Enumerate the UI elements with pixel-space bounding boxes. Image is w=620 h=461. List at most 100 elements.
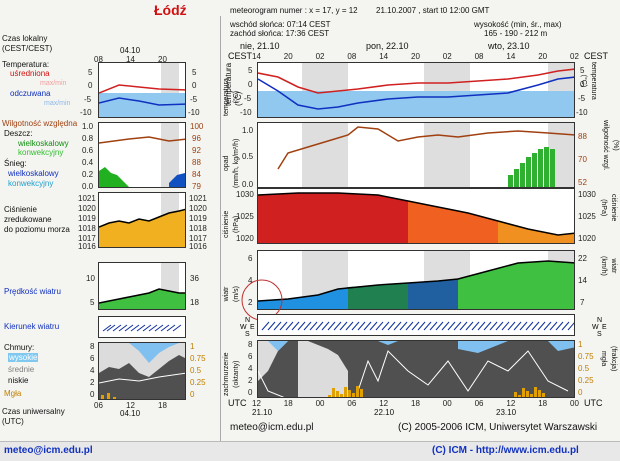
top-axis-hour: 02: [315, 52, 325, 61]
main-temp-scale: 5: [248, 66, 253, 75]
main-pressure-chart: [258, 192, 574, 243]
legend-pressure-scale: 1020: [78, 204, 96, 213]
elevation-label: wysokość (min, śr., max): [474, 20, 562, 29]
legend-wind-panel: [98, 262, 186, 310]
legend-pressure-scale: 1019: [78, 214, 96, 223]
legend-humidity-scale: 84: [192, 170, 201, 179]
bottom-axis-hour: 18: [411, 399, 420, 408]
legend-fog-scale-right: 1: [190, 342, 195, 351]
bottom-axis-hour: 12: [506, 399, 516, 408]
legend-cloud-scale-left: 2: [90, 378, 95, 387]
legend-clouds-chart: [99, 343, 185, 399]
legend-fog-scale-right: 0.75: [190, 354, 206, 363]
legend-temp-scale-right: 0: [192, 81, 197, 90]
main-pressure-scale: 1030: [236, 190, 254, 199]
top-axis-hour: 14: [506, 52, 516, 61]
bottom-axis-utc-right: UTC: [584, 398, 603, 408]
top-axis-hour: 08: [474, 52, 484, 61]
main-wind-scale-right: 14: [578, 276, 587, 285]
main-pressure-scale: 1025: [236, 212, 254, 221]
main-footer-email[interactable]: meteo@icm.edu.pl: [230, 422, 314, 433]
legend-rain-scale: 1.0: [82, 122, 94, 131]
legend-clouds-panel: [98, 342, 186, 400]
wind-barbs-icon: [261, 321, 574, 331]
legend-wind-scale-left: 10: [86, 274, 95, 283]
main-precip-scale-left: 1.0: [242, 126, 254, 135]
legend-pressure-chart: [99, 208, 185, 247]
legend-wind-scale-left: 5: [90, 298, 95, 307]
footer-email-link[interactable]: meteo@icm.edu.pl: [4, 445, 93, 456]
top-axis-hour: 14: [379, 52, 389, 61]
main-wind-chart: [258, 260, 574, 309]
legend-date-top: 04.10: [120, 46, 141, 55]
legend-temp-scale-right: -10: [188, 108, 200, 117]
legend-temp-scale-right: -5: [190, 95, 198, 104]
main-temp-scale: 0: [248, 80, 253, 89]
legend-clouds-low: niskie: [8, 376, 29, 385]
svg-text:E: E: [250, 324, 255, 331]
legend-fog-scale-right: 0: [190, 390, 195, 399]
legend-temp-scale: -5: [84, 95, 92, 104]
legend-cloud-scale-left: 0: [90, 390, 95, 399]
sunrise-text: wschód słońca: 07:14 CEST: [230, 20, 331, 29]
main-pressure-scale-right: 1025: [578, 212, 596, 221]
bottom-axis-date: 23.10: [496, 408, 517, 417]
legend-pressure-scale-right: 1021: [189, 194, 207, 203]
legend-wind-scale-right: 18: [190, 298, 199, 307]
top-axis-day: pon, 22.10: [366, 41, 409, 51]
legend-utc-tick: 12: [126, 401, 135, 410]
precip-ylabel-right: (%) wilgotność wzgl.: [602, 120, 619, 171]
legend-utc-tick: 06: [94, 401, 103, 410]
main-temperature-panel: [257, 62, 575, 118]
legend-pressure-scale: 1017: [78, 234, 96, 243]
main-wind-scale-left: 4: [248, 276, 253, 285]
legend-pressure-scale-right: 1017: [189, 234, 207, 243]
legend-utc-tick: 18: [158, 401, 167, 410]
main-temp-scale-right: -5: [578, 94, 586, 103]
main-pressure-panel: [257, 188, 575, 244]
main-pressure-scale-right: 1030: [578, 190, 596, 199]
main-pressure-scale: 1020: [236, 234, 254, 243]
legend-pressure-scale: 1021: [78, 194, 96, 203]
main-wind-scale-left: 6: [248, 254, 253, 263]
main-precip-scale-right: 88: [578, 132, 587, 141]
legend-humidity-scale: 79: [192, 182, 201, 191]
footer-site-link[interactable]: (C) ICM - http://www.icm.edu.pl: [432, 445, 579, 456]
legend-rain-scale: 0.8: [82, 134, 94, 143]
legend-humidity-scale: 100: [190, 122, 204, 131]
top-axis-hour: 02: [570, 52, 579, 61]
legend-clouds-high: wysokie: [8, 353, 39, 362]
legend-winddir-panel: [98, 316, 186, 338]
legend-winddir-title: Kierunek wiatru: [4, 322, 60, 331]
main-cloud-scale-left: 0: [248, 388, 253, 397]
main-precip-scale-left: 0.5: [242, 152, 254, 161]
svg-text:N: N: [245, 317, 250, 324]
legend-pressure-scale-right: 1018: [189, 224, 207, 233]
legend-temp-scale-right: 5: [192, 68, 197, 77]
wind-ylabel-left: wiatr (m/s): [223, 286, 240, 302]
legend-pressure-panel: [98, 192, 186, 248]
main-wind-scale-right: 7: [580, 298, 585, 307]
temp-ylabel-right: temperatura (°C): [580, 62, 597, 100]
temp-ylabel-left: temperatura (°C): [223, 78, 240, 116]
legend-humidity-scale: 92: [192, 146, 201, 155]
main-cloud-scale-left: 2: [248, 376, 253, 385]
main-temperature-chart: [258, 68, 574, 117]
legend-date-bottom: 04.10: [120, 409, 141, 418]
top-axis-cest-right: CEST: [584, 51, 609, 61]
legend-time-tick: 20: [158, 55, 167, 64]
legend-humidity-scale: 96: [192, 134, 201, 143]
legend-cloud-scale-left: 4: [90, 366, 95, 375]
legend-pressure-title: Ciśnienie zredukowane do poziomu morza: [4, 205, 70, 234]
legend-snow-large: wielkoskalowy: [8, 169, 59, 178]
legend-time-tick: 14: [126, 55, 135, 64]
clouds-ylabel-left: zachmurzenie (oktanty): [223, 352, 240, 396]
svg-text:W: W: [240, 324, 247, 331]
main-fog-scale-right: 1: [578, 340, 583, 349]
top-axis-day: wto, 23.10: [488, 41, 530, 51]
main-cloud-scale-left: 4: [248, 364, 253, 373]
legend-rain-conv: konwekcyjny: [18, 148, 64, 157]
svg-text:N: N: [597, 317, 602, 324]
top-axis-cest-left: CEST: [228, 51, 253, 61]
legend-clouds-title: Chmury:: [4, 343, 35, 352]
